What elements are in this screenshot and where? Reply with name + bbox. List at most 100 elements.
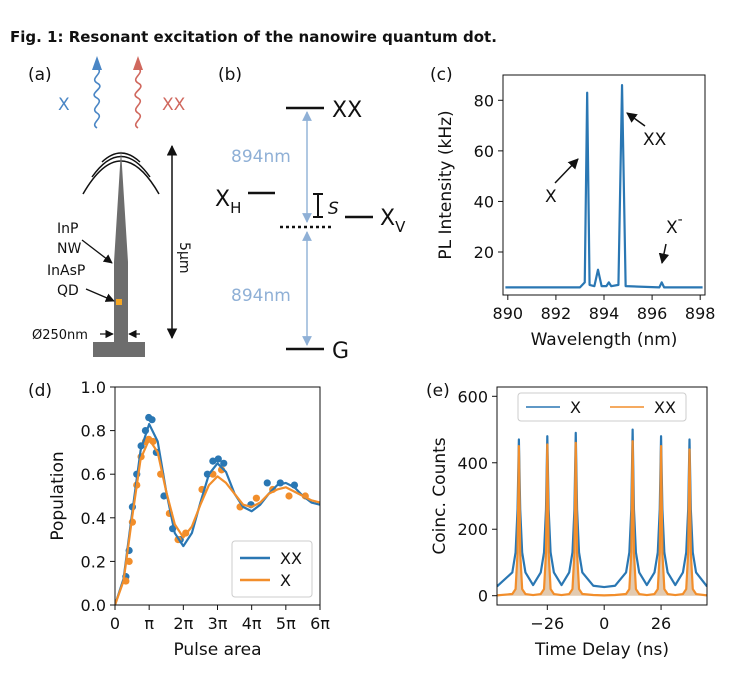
axes-frame [502,74,706,296]
panel-label: (e) [426,381,450,401]
level-label: XV [380,206,406,236]
plot-area [505,84,703,289]
y-tick-label: 20 [474,243,494,262]
x-tick-label: 26 [651,614,671,633]
nanowire [114,150,128,343]
height-label: 5μm [176,242,192,273]
y-tick-label: 0.2 [81,552,106,571]
panel-label: (c) [430,65,453,85]
level-subscript: H [230,199,241,217]
x-tick-label: 4π [242,614,262,633]
xx-photon [134,67,142,129]
legend-label: XX [654,398,676,417]
annotation-text: X [666,218,678,238]
panel-b: (b) XX XH XV S 894nm 894nm G [215,65,406,364]
splitting-bracket [313,193,323,218]
panel-a: (a) X XX 5μm InP NW InAsP QD Ø250nm [28,56,192,357]
diameter-label: Ø250nm [32,328,88,343]
data-point [148,416,156,424]
legend-label: X [280,571,291,590]
x-tick-label: 890 [493,304,524,323]
x-tick-label: 3π [208,614,228,633]
annotation-arrow [626,112,646,127]
legend-box [517,392,687,422]
x-tick-label: −26 [530,614,564,633]
x-tick-label: π [144,614,154,633]
data-point [209,457,217,465]
line [497,428,707,589]
x-axis-label: Wavelength (nm) [531,330,678,350]
plot-area [115,413,320,605]
x-tick-label: 896 [637,304,668,323]
y-tick-label: 200 [457,520,488,539]
x-tick-label: 892 [541,304,572,323]
y-tick-label: 40 [474,192,494,211]
y-axis-label: PL Intensity (kHz) [436,110,456,259]
line [115,438,320,605]
level-subscript: V [395,218,406,236]
x-photon [93,67,101,129]
y-axis-label: Coinc. Counts [430,437,450,554]
line [115,422,320,605]
legend-box [231,540,313,598]
y-tick-label: 1.0 [81,378,106,397]
data-point [220,459,228,467]
annotation: X- [666,212,683,238]
pointer [85,288,115,302]
line [497,440,707,597]
axes-frame [496,386,708,606]
y-tick-label: 0 [478,587,488,606]
y-tick-label: 0.4 [81,509,106,528]
y-tick-label: 0.8 [81,422,106,441]
level-label: XX [332,98,362,123]
x-tick-label: 5π [276,614,296,633]
transition-label: 894nm [231,147,291,167]
data-point [214,455,222,463]
substrate [93,342,145,357]
y-tick-label: 400 [457,454,488,473]
splitting-label: S [328,199,339,219]
x-axis-label: Time Delay (ns) [534,640,669,660]
x-tick-label: 898 [685,304,716,323]
panel-label: (a) [28,65,52,85]
quantum-dot [116,299,122,305]
panel-label: (d) [28,381,52,401]
y-axis-label: Population [48,451,68,540]
area [497,441,707,596]
annotations: X XX X- [545,112,683,265]
x-tick-label: 0 [110,614,120,633]
annotation: XX [643,130,667,150]
x-tick-label: 6π [310,614,330,633]
x-label: X [58,95,70,115]
x-axis-label: Pulse area [173,640,261,660]
line [505,84,703,289]
y-tick-label: 0.6 [81,465,106,484]
x-tick-label: 2π [173,614,193,633]
y-tick-label: 600 [457,387,488,406]
data-point [263,479,271,487]
plot-area [497,428,707,597]
material-label: InAsP [47,263,85,279]
data-point [285,492,293,500]
material-label: InP [57,221,78,237]
material-label: QD [57,283,79,299]
legend: XXX [231,540,313,598]
arrowhead [92,56,102,70]
transition-label: 894nm [231,286,291,306]
annotation: X [545,187,557,207]
level-label: XH [215,187,241,217]
annotation-arrow [554,158,579,184]
legend-label: XX [280,549,302,568]
x-tick-label: 0 [599,614,609,633]
level-text: X [215,187,230,212]
data-point [252,494,260,502]
y-tick-label: 80 [474,91,494,110]
x-tick-label: 894 [589,304,620,323]
xx-label: XX [162,95,186,115]
y-tick-label: 60 [474,142,494,161]
pointer [81,239,113,264]
arrowhead [133,56,143,70]
